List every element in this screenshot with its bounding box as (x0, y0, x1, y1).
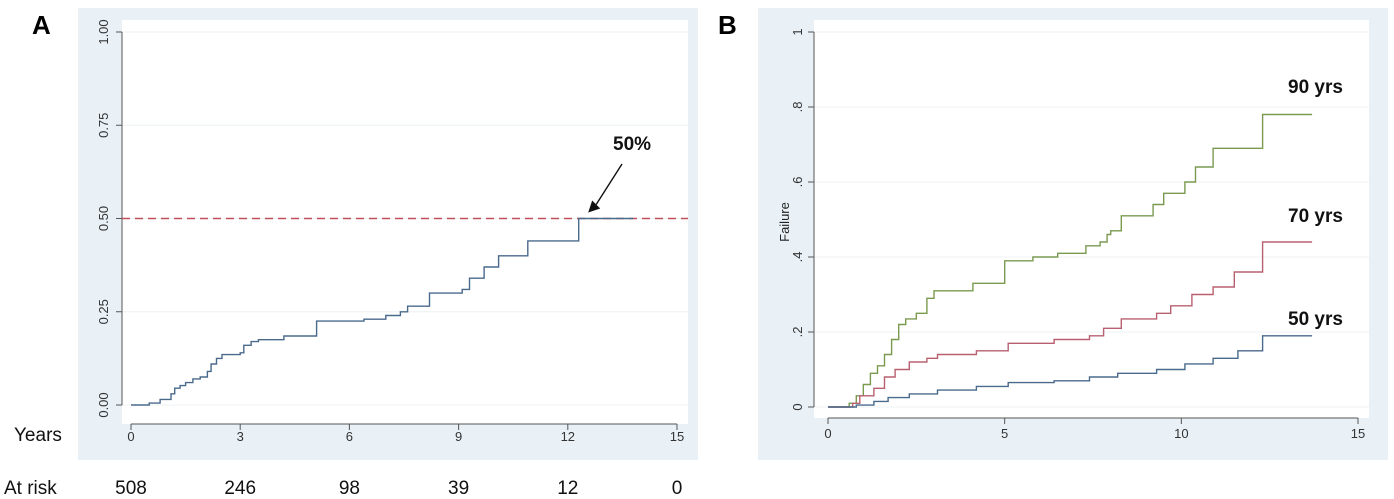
panel-a-label: A (32, 10, 51, 40)
panel-b-series-label: 90 yrs (1288, 77, 1343, 98)
panel-a-annotation-arrow (595, 163, 623, 205)
panel-b-x-tick-label: 15 (1351, 426, 1365, 441)
panel-a-y-tick-label: 0.00 (96, 392, 111, 417)
panel-a-x-tick-label: 3 (237, 429, 244, 444)
panel-a-x-axis-title: Years (14, 425, 62, 446)
panel-b-series-label: 70 yrs (1288, 206, 1343, 227)
panel-a-x-tick-label: 9 (455, 429, 462, 444)
panel-b-series-line (828, 335, 1313, 408)
at-risk-value: 508 (115, 478, 147, 499)
panel-a-y-tick-label: 0.25 (96, 299, 111, 324)
panel-b-x-tick-label: 0 (824, 426, 831, 441)
panel-a-y-tick-label: 1.00 (96, 19, 111, 44)
panel-a-x-tick-label: 12 (561, 429, 575, 444)
panel-a-x-tick-label: 15 (670, 429, 684, 444)
panel-b-plot-area (814, 20, 1369, 418)
at-risk-value: 246 (224, 478, 256, 499)
panel-b-label: B (718, 10, 737, 40)
panel-b-y-tick-label: .2 (790, 327, 805, 338)
panel-b-x-tick-label: 5 (1001, 426, 1008, 441)
at-risk-value: 98 (339, 478, 360, 499)
panel-a-annotation-arrowhead (588, 200, 601, 213)
at-risk-value: 12 (557, 478, 578, 499)
panel-a-x-tick-label: 6 (346, 429, 353, 444)
panel-b-y-tick-label: .8 (790, 102, 805, 113)
at-risk-label: At risk (4, 478, 57, 499)
panel-b-y-tick-label: .6 (790, 177, 805, 188)
panel-b-series-label: 50 yrs (1288, 309, 1343, 330)
at-risk-value: 39 (448, 478, 469, 499)
panel-a-plot-area (122, 20, 688, 424)
panel-b-y-tick-label: 1 (790, 28, 805, 35)
panel-b-y-axis-title: Failure (777, 202, 792, 242)
panel-b-x-tick-label: 10 (1174, 426, 1188, 441)
panel-a-annotation-label: 50% (613, 134, 651, 155)
panel-b-series-line (828, 241, 1313, 408)
panel-a-y-tick-label: 0.75 (96, 113, 111, 138)
panel-a-series-line (131, 217, 634, 406)
panel-b-series-line (828, 113, 1313, 408)
panel-b-y-tick-label: 0 (790, 403, 805, 410)
panel-b-y-tick-label: .4 (790, 252, 805, 263)
panel-a-x-tick-label: 0 (127, 429, 134, 444)
panel-a-y-tick-label: 0.50 (96, 206, 111, 231)
at-risk-value: 0 (672, 478, 683, 499)
